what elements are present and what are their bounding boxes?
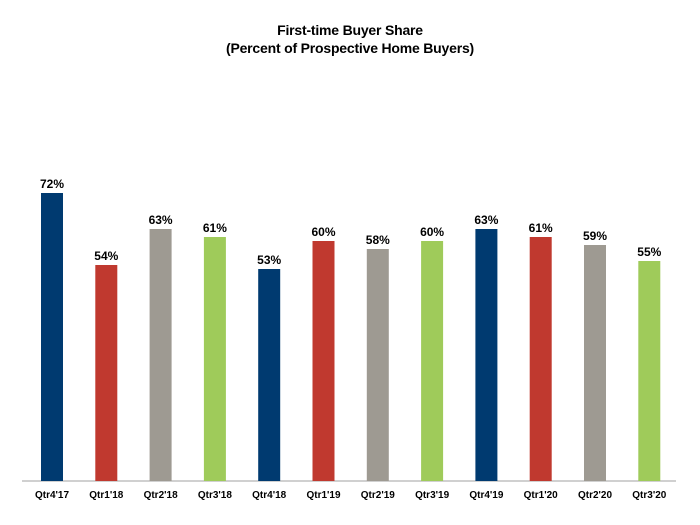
- x-tick-label: Qtr3'19: [415, 490, 450, 501]
- bar: [475, 229, 498, 481]
- bar: [41, 193, 63, 481]
- data-label: 61%: [203, 221, 227, 235]
- bar: [312, 241, 335, 481]
- data-label: 60%: [420, 225, 444, 239]
- bar: [203, 237, 226, 481]
- data-label: 59%: [583, 229, 607, 243]
- x-tick-label: Qtr4'17: [35, 490, 70, 501]
- x-tick-label: Qtr2'19: [361, 490, 396, 501]
- bar: [638, 261, 661, 481]
- data-label: 58%: [366, 233, 390, 247]
- chart-title: First-time Buyer Share: [277, 22, 423, 38]
- data-label: 60%: [311, 225, 335, 239]
- data-label: 61%: [529, 221, 553, 235]
- x-tick-label: Qtr4'19: [469, 490, 504, 501]
- bar: [258, 269, 281, 481]
- data-label: 72%: [40, 177, 64, 191]
- bar: [529, 237, 552, 481]
- x-tick-label: Qtr3'18: [198, 490, 233, 501]
- x-tick-label: Qtr2'18: [144, 490, 179, 501]
- data-label: 63%: [149, 213, 173, 227]
- chart-subtitle: (Percent of Prospective Home Buyers): [226, 40, 474, 56]
- x-tick-label: Qtr1'18: [89, 490, 124, 501]
- x-tick-label: Qtr2'20: [578, 490, 613, 501]
- bar: [584, 245, 606, 481]
- x-tick-label: Qtr4'18: [252, 490, 287, 501]
- bar: [95, 265, 118, 481]
- data-label: 53%: [257, 253, 281, 267]
- x-tick-label: Qtr3'20: [632, 490, 667, 501]
- x-tick-label: Qtr1'20: [524, 490, 559, 501]
- data-label: 55%: [637, 245, 661, 259]
- data-label: 63%: [474, 213, 498, 227]
- bar: [421, 241, 444, 481]
- bar: [149, 229, 172, 481]
- x-tick-label: Qtr1'19: [306, 490, 341, 501]
- bar: [366, 249, 389, 481]
- data-label: 54%: [94, 249, 118, 263]
